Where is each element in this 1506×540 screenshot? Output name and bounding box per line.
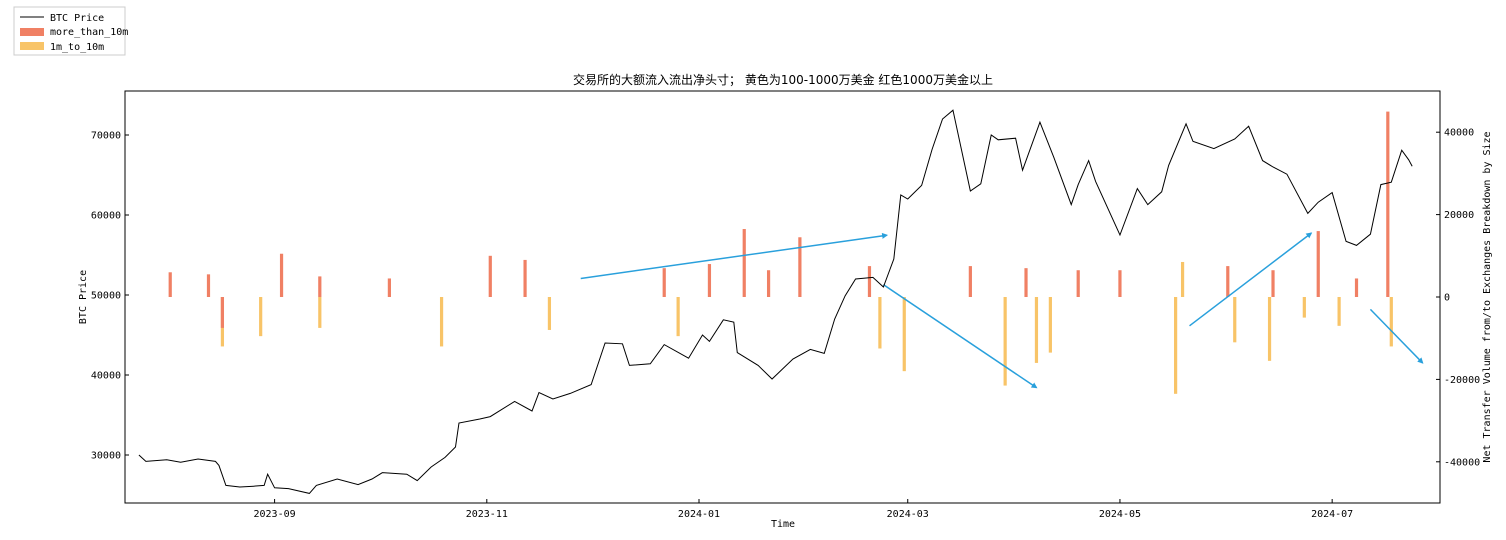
plot-area	[124, 90, 1441, 504]
y-right-tick-label: 40000	[1444, 128, 1474, 139]
bar-1m_to_10m	[676, 297, 680, 337]
bar-more_than_10m	[168, 272, 172, 297]
bar-more_than_10m	[798, 237, 802, 297]
bar-more_than_10m	[387, 278, 391, 297]
axes-layer: 2023-09 2023-11 2024-01 2024-03 2024-05 2024-…	[91, 128, 1480, 520]
bar-1m_to_10m	[259, 297, 263, 337]
bar-1m_to_10m	[439, 297, 444, 347]
bar-more_than_10m	[206, 274, 211, 297]
bar-1m_to_10m	[1233, 297, 1237, 343]
bar-1m_to_10m	[1048, 297, 1052, 353]
chart-title: 交易所的大额流入流出净头寸； 黄色为100-1000万美金 红色1000万美金以…	[573, 72, 993, 87]
bar-1m_to_10m	[902, 297, 906, 372]
annotation-arrow-2	[882, 284, 1038, 389]
bar-more_than_10m	[1271, 270, 1275, 297]
y-right-tick-label: -20000	[1444, 375, 1480, 386]
bar-more_than_10m	[1316, 231, 1320, 297]
bar-1m_to_10m	[547, 297, 552, 330]
bar-more_than_10m	[488, 255, 492, 297]
bar-1m_to_10m	[878, 297, 882, 349]
x-tick-label: 2023-09	[254, 509, 296, 520]
price-line-layer	[138, 109, 1413, 494]
annotation-arrow-1	[580, 232, 889, 280]
y-left-tick-label: 60000	[91, 211, 121, 222]
y-right-tick-label: 20000	[1444, 210, 1474, 221]
bar-more_than_10m	[1076, 270, 1080, 297]
x-tick-label: 2024-05	[1099, 509, 1141, 520]
legend-label-more-than-10m: more_than_10m	[50, 27, 128, 38]
annotation-arrow-4	[1369, 308, 1424, 364]
bar-more_than_10m	[766, 270, 771, 297]
x-axis-label: Time	[771, 519, 795, 530]
bar-more_than_10m	[318, 276, 322, 297]
x-tick-label: 2023-11	[466, 509, 508, 520]
bar-1m_to_10m	[1302, 297, 1306, 318]
bar-more_than_10m	[1118, 270, 1122, 297]
y-left-tick-label: 40000	[91, 371, 121, 382]
bar-more_than_10m	[867, 266, 872, 297]
bar-more_than_10m	[742, 229, 746, 297]
y-right-tick-label: 0	[1444, 293, 1450, 304]
bar-more_than_10m	[1354, 278, 1359, 297]
bar-more_than_10m	[1386, 111, 1390, 297]
bar-1m_to_10m	[1003, 297, 1007, 386]
bar-more_than_10m	[707, 264, 712, 297]
legend: BTC Price more_than_10m 1m_to_10m	[13, 6, 128, 56]
btc-price-line	[138, 109, 1413, 494]
x-tick-label: 2024-01	[678, 509, 720, 520]
annotations-layer	[580, 232, 1424, 389]
y-axis-right-label: Net Transfer Volume from/to Exchanges Br…	[1482, 131, 1493, 462]
y-left-tick-label: 50000	[91, 291, 121, 302]
x-tick-label: 2024-07	[1311, 509, 1353, 520]
legend-label-1m-to-10m: 1m_to_10m	[50, 42, 104, 53]
bar-more_than_10m	[279, 253, 284, 297]
bar-more_than_10m	[1024, 268, 1028, 297]
bar-more_than_10m	[523, 259, 527, 297]
bar-1m_to_10m	[1337, 297, 1341, 326]
bars-layer	[168, 111, 1393, 394]
bar-1m_to_10m	[1267, 297, 1272, 361]
legend-label-btc: BTC Price	[50, 13, 104, 24]
bar-1m_to_10m	[1180, 261, 1185, 297]
bar-more_than_10m	[1226, 266, 1230, 297]
x-tick-label: 2024-03	[887, 509, 929, 520]
y-right-tick-label: -40000	[1444, 457, 1480, 468]
legend-swatch-1m-to-10m	[20, 42, 44, 50]
y-left-tick-label: 70000	[91, 131, 121, 142]
bar-1m_to_10m	[1389, 297, 1393, 347]
annotation-arrow-3	[1189, 232, 1313, 327]
bar-more_than_10m	[662, 268, 666, 297]
y-left-tick-label: 30000	[91, 451, 121, 462]
bar-1m_to_10m	[1034, 297, 1039, 363]
bar-more_than_10m	[220, 297, 225, 328]
bar-1m_to_10m	[318, 297, 322, 328]
bar-more_than_10m	[968, 266, 972, 297]
y-axis-left-label: BTC Price	[78, 270, 89, 324]
legend-swatch-more-than-10m	[20, 28, 44, 36]
bar-1m_to_10m	[1174, 297, 1178, 394]
